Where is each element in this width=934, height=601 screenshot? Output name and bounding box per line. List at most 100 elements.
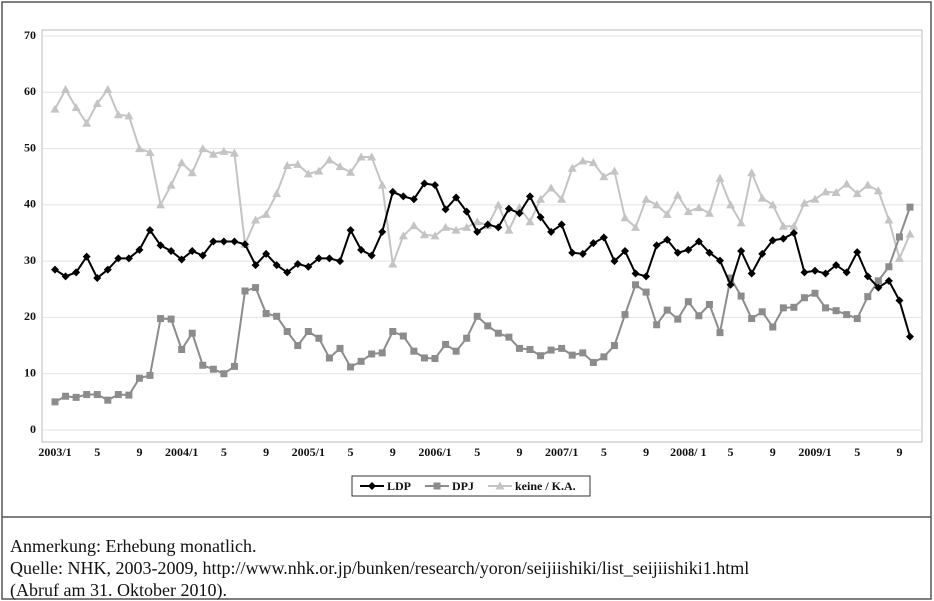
point [92, 99, 102, 108]
point [716, 256, 724, 265]
point [134, 144, 144, 153]
point [642, 288, 650, 296]
point [220, 370, 228, 378]
x-tick-label: 9 [263, 445, 269, 459]
point [420, 179, 429, 188]
point [547, 346, 555, 354]
point [610, 342, 618, 350]
point [695, 312, 703, 320]
x-tick-label: 5 [474, 445, 480, 459]
point [642, 272, 651, 281]
point [621, 247, 629, 256]
point [61, 272, 70, 281]
point [104, 396, 112, 404]
point [389, 328, 397, 335]
point [198, 144, 208, 153]
point [219, 237, 228, 246]
point [356, 152, 366, 161]
point [546, 183, 556, 192]
point [103, 265, 112, 274]
point [852, 189, 862, 198]
x-tick-label: 5 [854, 445, 860, 459]
point [853, 315, 861, 323]
point [241, 287, 249, 295]
point [631, 269, 640, 278]
point [526, 346, 534, 354]
x-tick-label: 2005/1 [292, 445, 325, 459]
point [293, 159, 303, 168]
point [758, 249, 767, 258]
point [525, 217, 535, 226]
point [536, 213, 545, 222]
point [905, 229, 915, 238]
point [82, 118, 92, 127]
y-tick-label: 70 [24, 28, 36, 42]
point [367, 152, 377, 161]
note: (Abruf am 31. Oktober 2010). [10, 580, 227, 601]
point [863, 272, 872, 281]
point [895, 296, 904, 305]
point [747, 168, 757, 177]
point [199, 361, 207, 369]
point [82, 252, 91, 261]
point [272, 261, 281, 270]
point [431, 181, 439, 190]
point [367, 251, 376, 260]
point [410, 347, 418, 355]
series-line [54, 87, 911, 265]
point [157, 315, 165, 323]
point [472, 217, 482, 226]
point [715, 173, 725, 182]
point [864, 293, 872, 301]
point [166, 180, 176, 189]
x-tick-label: 5 [221, 445, 227, 459]
x-tick-label: 9 [643, 445, 649, 459]
point [526, 192, 534, 201]
point [324, 155, 334, 164]
point [599, 233, 608, 242]
point [463, 334, 471, 342]
point [894, 253, 904, 262]
point [83, 391, 91, 399]
x-tick-label: 2003/1 [38, 445, 71, 459]
point [589, 239, 598, 248]
point [346, 167, 356, 176]
point [198, 251, 207, 260]
point [431, 355, 439, 363]
point [304, 328, 312, 335]
point [146, 371, 154, 379]
point [251, 261, 260, 270]
point [779, 304, 787, 312]
point [420, 354, 428, 362]
point [62, 392, 70, 400]
point [451, 225, 461, 234]
point [315, 334, 323, 342]
point [493, 200, 503, 209]
point [241, 240, 249, 249]
point [399, 332, 407, 340]
point [505, 333, 513, 341]
point [662, 209, 672, 218]
point [462, 207, 471, 216]
x-tick-label: 2004/1 [165, 445, 198, 459]
y-tick-label: 60 [24, 84, 36, 98]
point [462, 222, 472, 231]
point [441, 222, 451, 231]
point [262, 309, 270, 317]
point [114, 391, 122, 399]
point [853, 248, 862, 257]
point [209, 237, 218, 246]
y-tick-label: 0 [30, 422, 36, 436]
point [557, 220, 566, 229]
point [557, 194, 567, 203]
point [906, 332, 914, 341]
point [219, 146, 229, 155]
point [388, 187, 397, 196]
x-tick-label: 9 [390, 445, 396, 459]
point [272, 189, 282, 198]
point [494, 223, 503, 232]
series-line [54, 182, 911, 337]
x-tick-label: 2008/ 1 [670, 445, 706, 459]
point [684, 245, 693, 254]
